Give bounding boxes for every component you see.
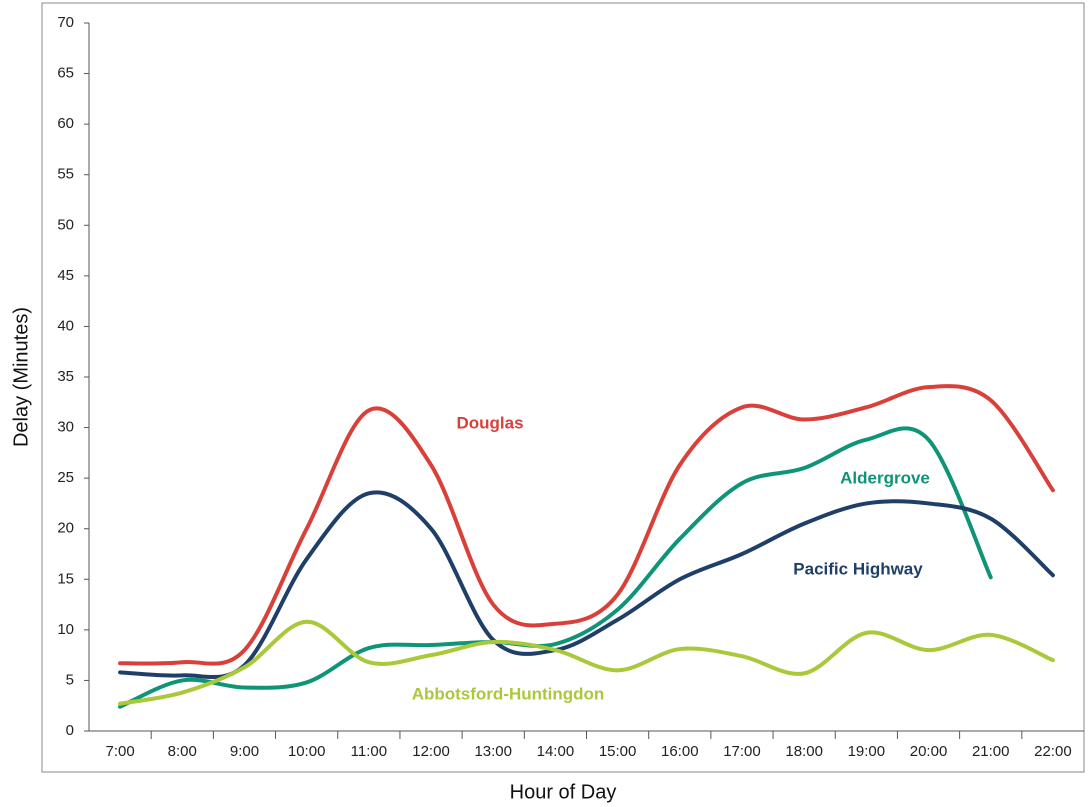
x-tick-label: 22:00 <box>1034 743 1072 760</box>
x-tick-label: 9:00 <box>230 743 259 760</box>
y-tick-label: 45 <box>57 267 74 284</box>
series-label: Abbotsford-Huntingdon <box>412 684 605 703</box>
x-tick-label: 17:00 <box>723 743 761 760</box>
series-line <box>118 426 993 709</box>
x-tick-label: 8:00 <box>168 743 197 760</box>
y-tick-label: 0 <box>66 722 74 739</box>
series-label: Aldergrove <box>840 468 930 487</box>
y-tick-label: 20 <box>57 520 74 537</box>
y-tick-label: 55 <box>57 166 74 183</box>
x-tick-label: 14:00 <box>537 743 575 760</box>
series-label: Douglas <box>456 413 523 432</box>
y-tick-label: 65 <box>57 65 74 82</box>
x-tick-label: 12:00 <box>412 743 450 760</box>
y-tick-label: 60 <box>57 115 74 132</box>
y-tick-label: 70 <box>57 14 74 31</box>
x-tick-label: 13:00 <box>474 743 512 760</box>
x-tick-label: 11:00 <box>351 743 387 760</box>
series-line <box>118 619 1055 706</box>
x-tick-label: 7:00 <box>105 743 134 760</box>
x-tick-label: 20:00 <box>910 743 948 760</box>
y-tick-label: 35 <box>57 368 74 385</box>
series-label: Pacific Highway <box>793 559 923 578</box>
y-tick-label: 30 <box>57 419 74 436</box>
x-axis-title: Hour of Day <box>510 781 617 803</box>
y-tick-label: 15 <box>57 570 74 587</box>
x-tick-label: 15:00 <box>599 743 637 760</box>
x-tick-label: 10:00 <box>288 743 326 760</box>
x-tick-label: 18:00 <box>785 743 823 760</box>
y-tick-label: 50 <box>57 216 74 233</box>
y-tick-label: 40 <box>57 317 74 334</box>
chart-frame <box>41 2 1085 773</box>
series-line <box>118 490 1055 680</box>
y-tick-label: 5 <box>66 671 74 688</box>
x-tick-label: 19:00 <box>848 743 886 760</box>
y-axis-title: Delay (Minutes) <box>10 307 32 447</box>
x-tick-label: 21:00 <box>972 743 1010 760</box>
y-tick-label: 25 <box>57 469 74 486</box>
series-line <box>118 384 1055 666</box>
y-tick-label: 10 <box>57 621 74 638</box>
x-tick-label: 16:00 <box>661 743 699 760</box>
